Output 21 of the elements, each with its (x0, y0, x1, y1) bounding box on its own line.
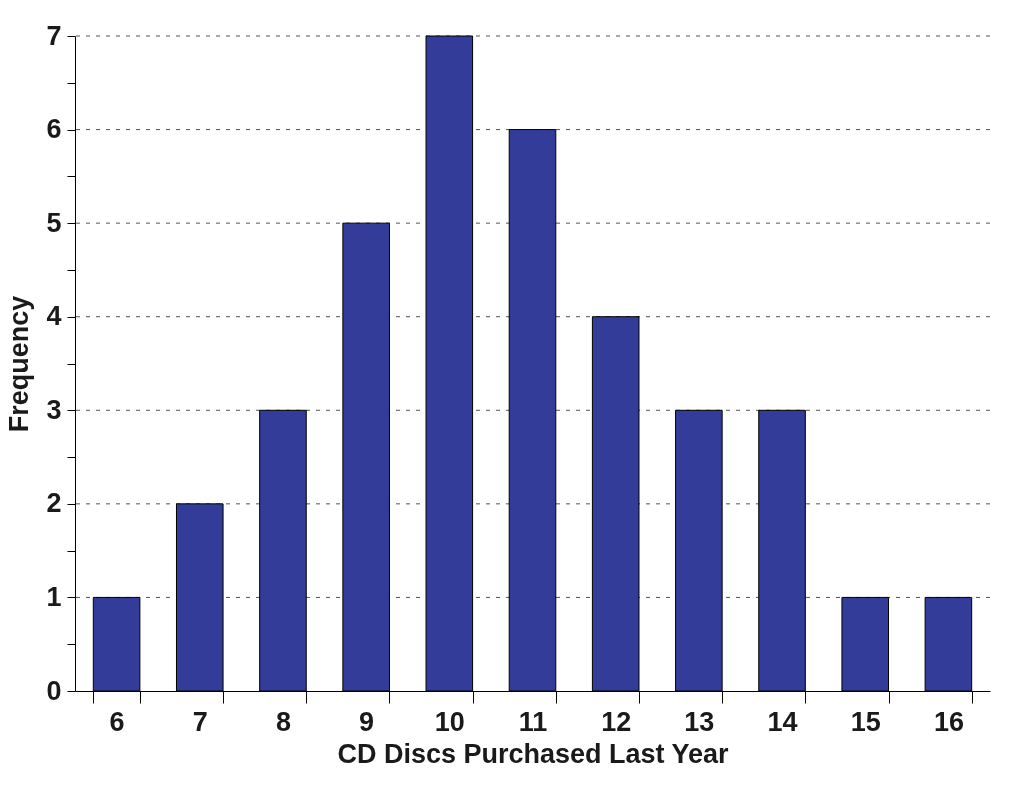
x-tick-label: 15 (850, 706, 881, 737)
x-tick-label: 12 (601, 706, 632, 737)
x-tick-label: 14 (767, 706, 798, 737)
y-tick-label: 2 (46, 488, 62, 519)
x-axis-title: CD Discs Purchased Last Year (337, 738, 730, 769)
y-tick-label: 7 (46, 20, 62, 51)
x-tick-label: 9 (359, 706, 375, 737)
x-tick-label: 7 (192, 706, 208, 737)
y-tick-label: 3 (46, 394, 62, 425)
x-tick-label: 16 (933, 706, 964, 737)
y-tick-label: 1 (46, 581, 62, 612)
y-tick-label: 4 (46, 301, 62, 332)
x-tick-label: 13 (684, 706, 715, 737)
y-tick-label: 0 (46, 675, 62, 706)
y-tick-label: 5 (46, 207, 62, 238)
x-tick-label: 11 (518, 706, 548, 737)
x-tick-label: 10 (434, 706, 465, 737)
x-tick-label: 8 (275, 706, 291, 737)
y-tick-label: 6 (46, 114, 62, 145)
x-tick-label: 6 (109, 706, 125, 737)
y-axis-title: Frequency (4, 295, 35, 433)
